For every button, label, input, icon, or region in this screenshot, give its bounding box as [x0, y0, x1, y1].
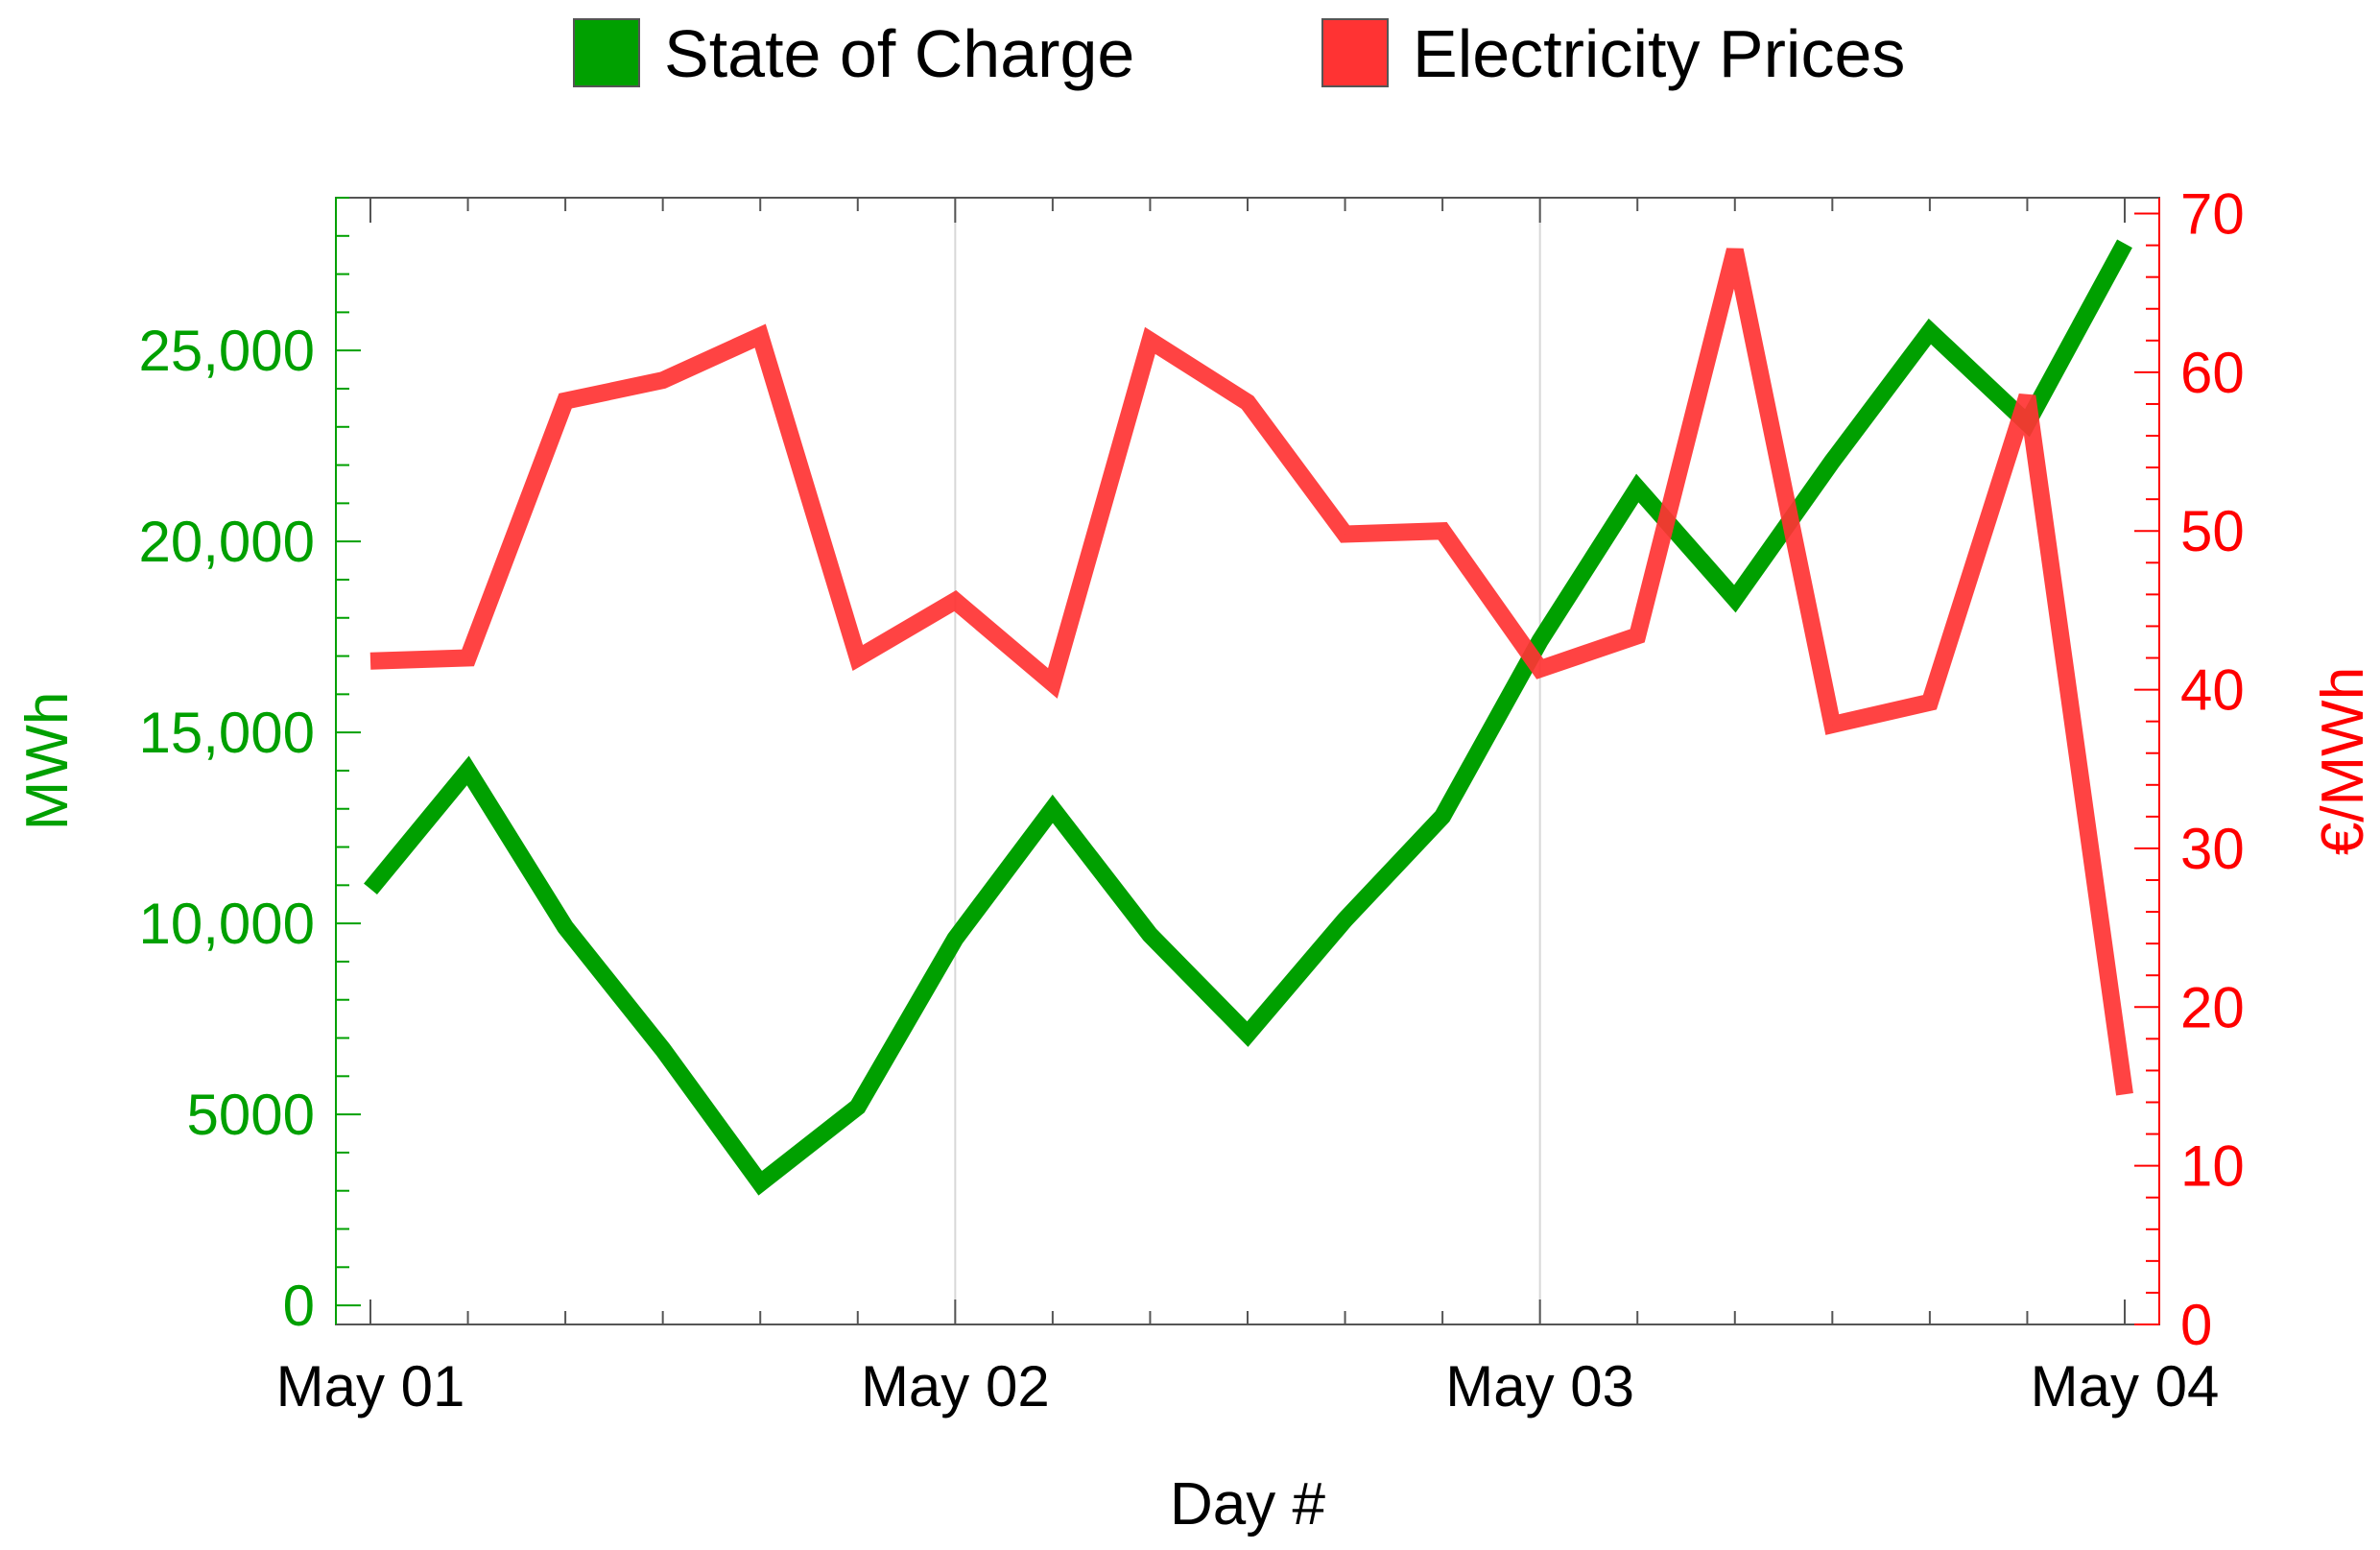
legend-label: Electricity Prices — [1413, 16, 1905, 91]
x-tick-label: May 01 — [276, 1354, 465, 1419]
legend-swatch — [573, 18, 640, 87]
x-tick-label: May 03 — [1445, 1354, 1634, 1419]
right-tick-label: 50 — [2180, 499, 2245, 563]
right-tick-label: 0 — [2180, 1293, 2212, 1357]
legend-swatch — [1321, 18, 1389, 87]
right-tick-label: 30 — [2180, 817, 2245, 881]
left-tick-label: 10,000 — [138, 892, 315, 956]
right-tick-label: 70 — [2180, 182, 2245, 247]
x-tick-label: May 02 — [861, 1354, 1050, 1419]
right-tick-label: 10 — [2180, 1134, 2245, 1199]
left-tick-label: 0 — [283, 1274, 315, 1338]
x-tick-label: May 04 — [2031, 1354, 2220, 1419]
x-axis-title: Day # — [1170, 1471, 1325, 1538]
left-tick-label: 5000 — [187, 1083, 315, 1147]
legend-label: State of Charge — [664, 16, 1134, 91]
right-tick-label: 40 — [2180, 658, 2245, 723]
left-tick-label: 15,000 — [138, 701, 315, 765]
right-y-axis-title: €/MWh — [2310, 667, 2376, 855]
grid — [954, 198, 1541, 1324]
plot-frame — [335, 197, 2160, 1325]
right-axis: 0 10 20 30 40 50 60 70 — [2134, 182, 2245, 1357]
bottom-axis: May 01 May 02 May 03 May 04 — [276, 198, 2220, 1419]
left-y-axis-title: MWh — [14, 692, 81, 831]
left-tick-label: 20,000 — [138, 510, 315, 574]
right-tick-label: 20 — [2180, 975, 2245, 1039]
series-layer — [364, 239, 2133, 1196]
series-line-electricity-prices — [369, 248, 2133, 1096]
legend: State of Charge Electricity Prices — [573, 16, 1905, 91]
left-axis: 0 5000 10,000 15,000 20,000 25,000 — [138, 197, 361, 1338]
right-tick-label: 60 — [2180, 341, 2245, 405]
left-tick-label: 25,000 — [138, 319, 315, 383]
